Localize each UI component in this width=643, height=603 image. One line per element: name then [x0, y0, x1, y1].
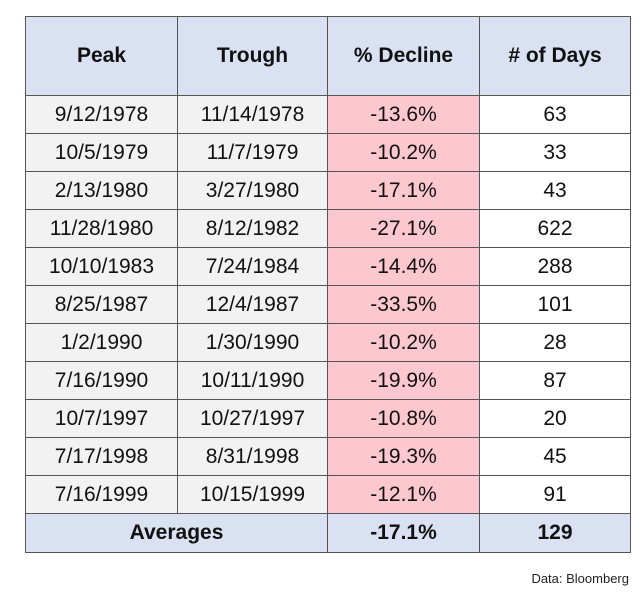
decline-cell: -27.1% [327, 209, 480, 248]
days-cell: 63 [479, 95, 631, 134]
trough-cell: 8/31/1998 [177, 437, 328, 476]
decline-cell: -13.6% [327, 95, 480, 134]
decline-cell: -10.2% [327, 133, 480, 172]
peak-cell: 7/17/1998 [25, 437, 178, 476]
table-row: 7/17/1998 8/31/1998 -19.3% 45 [25, 437, 631, 476]
trough-cell: 11/14/1978 [177, 95, 328, 134]
days-cell: 20 [479, 399, 631, 438]
decline-cell: -10.2% [327, 323, 480, 362]
trough-cell: 8/12/1982 [177, 209, 328, 248]
table-row: 2/13/1980 3/27/1980 -17.1% 43 [25, 171, 631, 210]
table-row: 9/12/1978 11/14/1978 -13.6% 63 [25, 95, 631, 134]
table-row: 7/16/1990 10/11/1990 -19.9% 87 [25, 361, 631, 400]
averages-days: 129 [479, 513, 631, 553]
decline-cell: -14.4% [327, 247, 480, 286]
days-cell: 288 [479, 247, 631, 286]
peak-cell: 7/16/1990 [25, 361, 178, 400]
table-row: 10/5/1979 11/7/1979 -10.2% 33 [25, 133, 631, 172]
averages-label: Averages [25, 513, 328, 553]
table-row: 7/16/1999 10/15/1999 -12.1% 91 [25, 475, 631, 514]
trough-cell: 10/11/1990 [177, 361, 328, 400]
trough-cell: 11/7/1979 [177, 133, 328, 172]
days-cell: 43 [479, 171, 631, 210]
peak-cell: 10/10/1983 [25, 247, 178, 286]
decline-cell: -19.3% [327, 437, 480, 476]
peak-cell: 10/7/1997 [25, 399, 178, 438]
peak-cell: 8/25/1987 [25, 285, 178, 324]
peak-cell: 10/5/1979 [25, 133, 178, 172]
table-row: 10/10/1983 7/24/1984 -14.4% 288 [25, 247, 631, 286]
table-body: 9/12/1978 11/14/1978 -13.6% 63 10/5/1979 11/7… [25, 95, 631, 514]
table-row: 11/28/1980 8/12/1982 -27.1% 622 [25, 209, 631, 248]
header-peak: Peak [25, 16, 178, 96]
header-trough: Trough [177, 16, 328, 96]
decline-cell: -17.1% [327, 171, 480, 210]
peak-cell: 1/2/1990 [25, 323, 178, 362]
declines-table: Peak Trough % Decline # of Days 9/12/197… [25, 16, 631, 553]
peak-cell: 9/12/1978 [25, 95, 178, 134]
decline-cell: -19.9% [327, 361, 480, 400]
days-cell: 33 [479, 133, 631, 172]
peak-cell: 2/13/1980 [25, 171, 178, 210]
days-cell: 28 [479, 323, 631, 362]
peak-cell: 11/28/1980 [25, 209, 178, 248]
header-days: # of Days [479, 16, 631, 96]
decline-cell: -10.8% [327, 399, 480, 438]
source-note: Data: Bloomberg [531, 571, 629, 586]
table-row: 10/7/1997 10/27/1997 -10.8% 20 [25, 399, 631, 438]
averages-decline: -17.1% [327, 513, 480, 553]
trough-cell: 3/27/1980 [177, 171, 328, 210]
header-row: Peak Trough % Decline # of Days [25, 16, 631, 96]
trough-cell: 10/27/1997 [177, 399, 328, 438]
decline-cell: -33.5% [327, 285, 480, 324]
table-row: 1/2/1990 1/30/1990 -10.2% 28 [25, 323, 631, 362]
trough-cell: 12/4/1987 [177, 285, 328, 324]
table-row: 8/25/1987 12/4/1987 -33.5% 101 [25, 285, 631, 324]
trough-cell: 10/15/1999 [177, 475, 328, 514]
days-cell: 622 [479, 209, 631, 248]
days-cell: 101 [479, 285, 631, 324]
days-cell: 91 [479, 475, 631, 514]
decline-cell: -12.1% [327, 475, 480, 514]
trough-cell: 7/24/1984 [177, 247, 328, 286]
header-decline: % Decline [327, 16, 480, 96]
days-cell: 87 [479, 361, 631, 400]
averages-row: Averages -17.1% 129 [25, 513, 631, 553]
days-cell: 45 [479, 437, 631, 476]
peak-cell: 7/16/1999 [25, 475, 178, 514]
trough-cell: 1/30/1990 [177, 323, 328, 362]
